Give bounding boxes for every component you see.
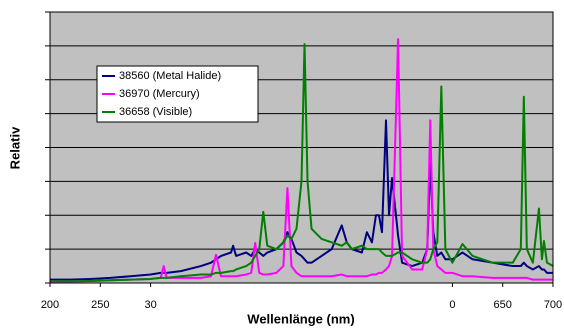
x-tick-label: 200 — [41, 299, 59, 311]
x-axis-title: Wellenlänge (nm) — [247, 311, 354, 326]
legend-label: 36658 (Visible) — [119, 106, 192, 118]
legend-label: 36970 (Mercury) — [119, 88, 200, 100]
legend-label: 38560 (Metal Halide) — [119, 70, 221, 82]
plot-border — [49, 11, 554, 284]
y-axis-title: Relativ — [7, 126, 22, 169]
legend-box — [96, 65, 259, 123]
series-line — [50, 38, 553, 283]
x-tick-label: 0 — [449, 299, 455, 311]
x-tick-label: 650 — [494, 299, 512, 311]
series-line — [50, 119, 553, 281]
x-tick-label: 250 — [91, 299, 109, 311]
x-tick-label: 700 — [544, 299, 562, 311]
x-tick-label: 30 — [144, 299, 156, 311]
series-line — [50, 43, 554, 283]
